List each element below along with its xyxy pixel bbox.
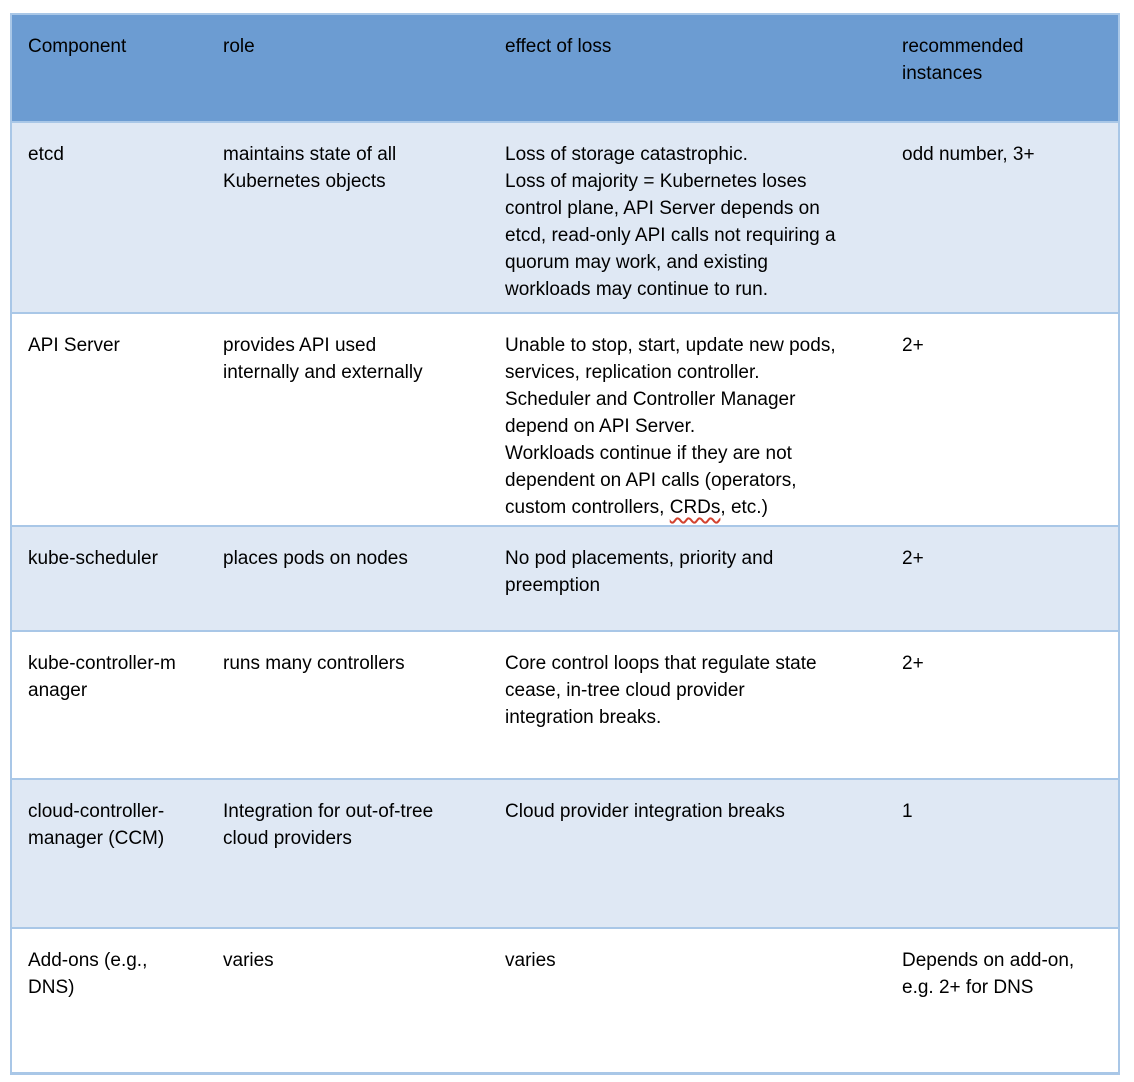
cell-role: places pods on nodes bbox=[207, 525, 489, 631]
table-row-kube-controller-manager: kube-controller-m anager runs many contr… bbox=[11, 630, 1119, 779]
header-effect-of-loss: effect of loss bbox=[489, 14, 886, 122]
header-role: role bbox=[207, 14, 489, 122]
cell-recommended-instances: 1 bbox=[886, 778, 1119, 928]
table-row-etcd: etcd maintains state of all Kubernetes o… bbox=[11, 121, 1119, 313]
cell-recommended-instances: 2+ bbox=[886, 525, 1119, 631]
effect-text-after: , etc.) bbox=[720, 497, 768, 518]
cell-role: Integration for out-of-tree cloud provid… bbox=[207, 778, 489, 928]
cell-effect-of-loss: Cloud provider integration breaks bbox=[489, 778, 886, 928]
cell-component: cloud-controller- manager (CCM) bbox=[11, 778, 207, 928]
header-recommended-instances: recommended instances bbox=[886, 14, 1119, 122]
table-row-add-ons: Add-ons (e.g., DNS) varies varies Depend… bbox=[11, 927, 1119, 1073]
table-header-row: Component role effect of loss recommende… bbox=[11, 14, 1119, 122]
header-component: Component bbox=[11, 14, 207, 122]
cell-effect-of-loss: Core control loops that regulate state c… bbox=[489, 630, 886, 779]
cell-component: Add-ons (e.g., DNS) bbox=[11, 927, 207, 1073]
effect-text-before: Unable to stop, start, update new pods, … bbox=[505, 335, 836, 518]
cell-effect-of-loss: Loss of storage catastrophic. Loss of ma… bbox=[489, 121, 886, 313]
cell-recommended-instances: 2+ bbox=[886, 630, 1119, 779]
table-row-api-server: API Server provides API used internally … bbox=[11, 312, 1119, 526]
cell-effect-of-loss: Unable to stop, start, update new pods, … bbox=[489, 312, 886, 526]
cell-role: maintains state of all Kubernetes object… bbox=[207, 121, 489, 313]
cell-role: varies bbox=[207, 927, 489, 1073]
table-row-cloud-controller-manager: cloud-controller- manager (CCM) Integrat… bbox=[11, 778, 1119, 928]
cell-role: provides API used internally and externa… bbox=[207, 312, 489, 526]
cell-component: API Server bbox=[11, 312, 207, 526]
kubernetes-components-table: Component role effect of loss recommende… bbox=[10, 13, 1120, 1075]
cell-role: runs many controllers bbox=[207, 630, 489, 779]
cell-component: kube-scheduler bbox=[11, 525, 207, 631]
cell-component: etcd bbox=[11, 121, 207, 313]
table-row-kube-scheduler: kube-scheduler places pods on nodes No p… bbox=[11, 525, 1119, 631]
cell-recommended-instances: odd number, 3+ bbox=[886, 121, 1119, 313]
cell-component: kube-controller-m anager bbox=[11, 630, 207, 779]
cell-effect-of-loss: varies bbox=[489, 927, 886, 1073]
cell-recommended-instances: 2+ bbox=[886, 312, 1119, 526]
cell-effect-of-loss: No pod placements, priority and preempti… bbox=[489, 525, 886, 631]
spellcheck-underlined-word: CRDs bbox=[669, 497, 721, 518]
cell-recommended-instances: Depends on add-on, e.g. 2+ for DNS bbox=[886, 927, 1119, 1073]
